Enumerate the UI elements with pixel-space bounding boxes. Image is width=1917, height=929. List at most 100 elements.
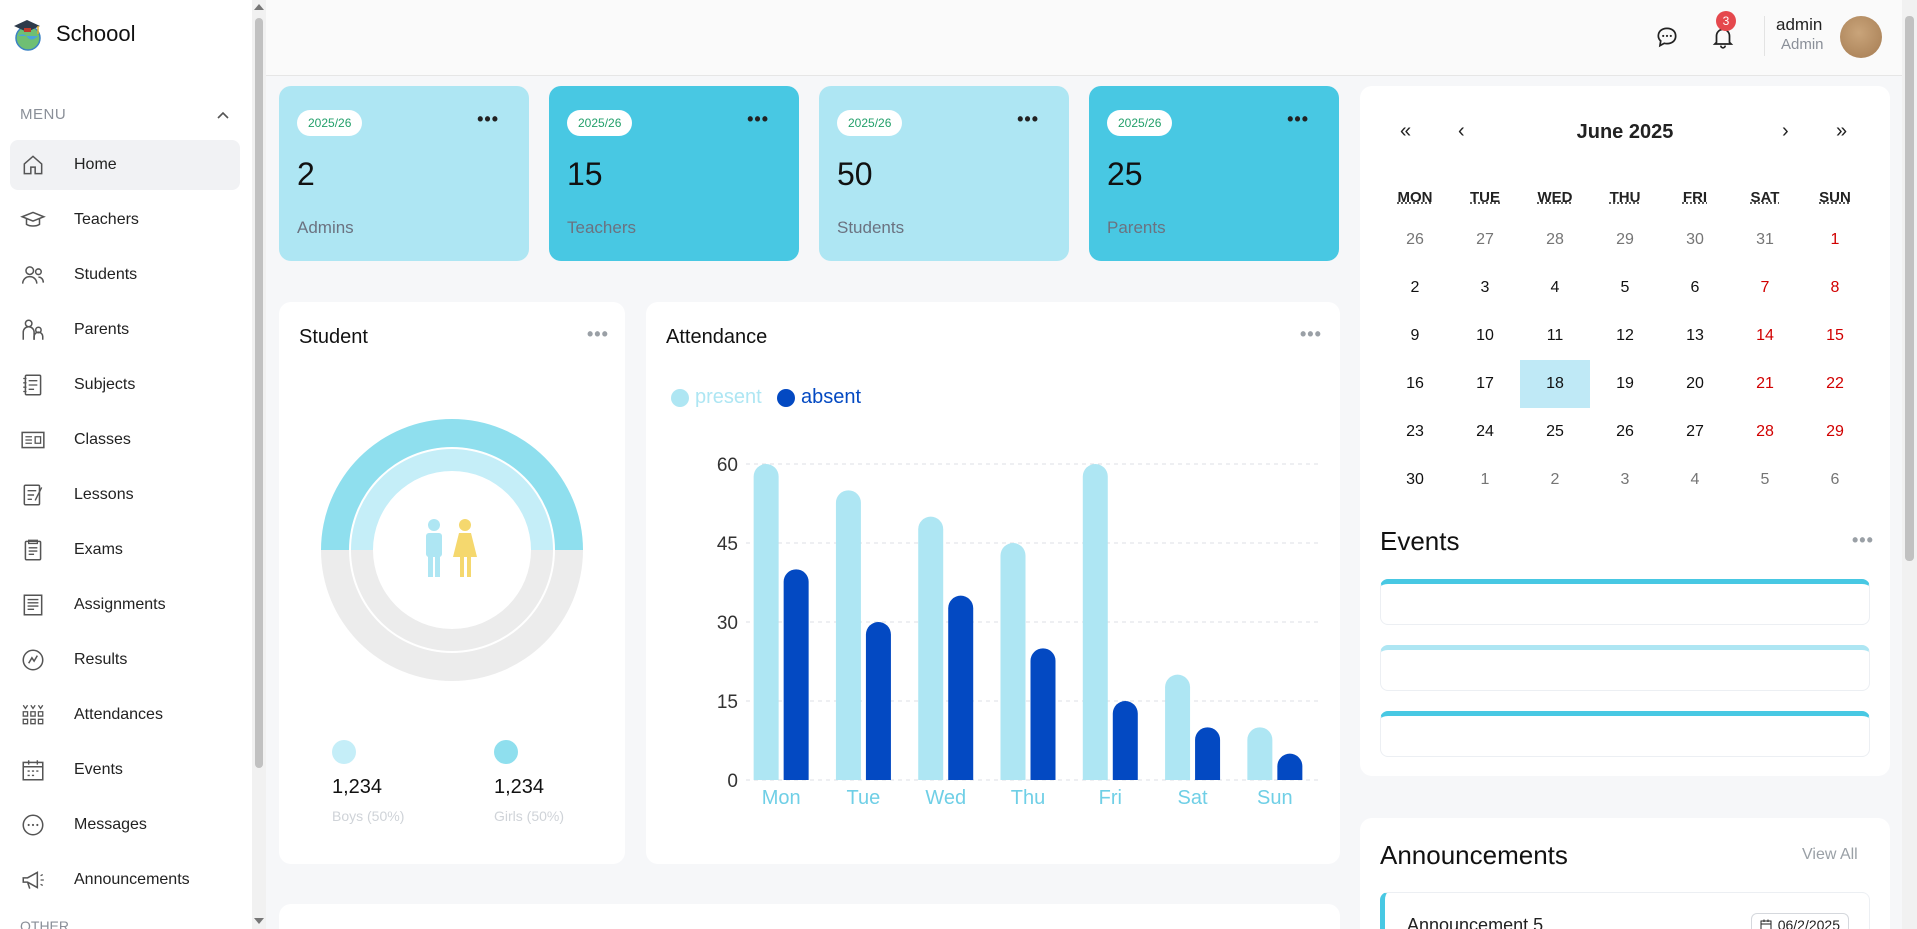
calendar-day[interactable]: 28 <box>1756 423 1774 440</box>
other-heading[interactable]: OTHER <box>20 918 69 929</box>
calendar-day[interactable]: 5 <box>1620 279 1630 296</box>
bar-present-thu[interactable] <box>1000 543 1026 780</box>
menu-section-header[interactable]: MENU <box>20 106 230 123</box>
calendar-day[interactable]: 6 <box>1830 471 1840 488</box>
main-scrollbar[interactable] <box>1902 0 1917 929</box>
bar-present-wed[interactable] <box>918 516 944 780</box>
sidebar-scrollbar[interactable] <box>252 0 266 929</box>
sidebar-item-lessons[interactable]: Lessons <box>10 470 240 520</box>
stat-card-parents[interactable]: 2025/26 ••• 25 Parents <box>1089 86 1339 261</box>
sidebar-scroll-thumb[interactable] <box>255 18 263 768</box>
calendar-day[interactable]: 28 <box>1546 231 1564 248</box>
sidebar-item-attendances[interactable]: Attendances <box>10 690 240 740</box>
calendar-day[interactable]: 26 <box>1406 231 1424 248</box>
legend-absent[interactable]: absent <box>777 386 861 409</box>
event-item[interactable] <box>1380 579 1870 625</box>
announcement-item[interactable]: Announcement 5 06/2/2025 <box>1380 892 1870 929</box>
calendar-day[interactable]: 1 <box>1480 471 1490 488</box>
calendar-day[interactable]: 31 <box>1756 231 1774 248</box>
bar-absent-mon[interactable] <box>783 569 809 780</box>
calendar-day[interactable]: 2 <box>1550 471 1560 488</box>
scroll-up-arrow-icon[interactable] <box>254 4 264 10</box>
view-all-link[interactable]: View All <box>1802 846 1858 863</box>
calendar-day[interactable]: 15 <box>1826 327 1844 344</box>
stat-card-admins[interactable]: 2025/26 ••• 2 Admins <box>279 86 529 261</box>
calendar-day[interactable]: 10 <box>1476 327 1494 344</box>
calendar-day[interactable]: 11 <box>1546 327 1564 344</box>
calendar-day[interactable]: 22 <box>1826 375 1844 392</box>
bar-present-tue[interactable] <box>835 490 861 780</box>
prev-month-button[interactable]: ‹ <box>1458 120 1465 142</box>
next-year-button[interactable]: » <box>1836 120 1848 142</box>
card-more-button[interactable]: ••• <box>1287 109 1309 129</box>
legend-present[interactable]: present <box>671 386 762 409</box>
sidebar-item-students[interactable]: Students <box>10 250 240 300</box>
card-more-button[interactable]: ••• <box>477 109 499 129</box>
bar-absent-sun[interactable] <box>1277 753 1303 780</box>
calendar-day[interactable]: 9 <box>1410 327 1420 344</box>
calendar-day[interactable]: 14 <box>1756 327 1774 344</box>
card-more-button[interactable]: ••• <box>747 109 769 129</box>
calendar-day[interactable]: 7 <box>1760 279 1770 296</box>
event-item[interactable] <box>1380 711 1870 757</box>
calendar-day[interactable]: 27 <box>1686 423 1704 440</box>
sidebar-item-classes[interactable]: Classes <box>10 415 240 465</box>
message-icon[interactable] <box>1654 24 1680 50</box>
calendar-day[interactable]: 17 <box>1476 375 1494 392</box>
bar-absent-thu[interactable] <box>1030 648 1056 780</box>
bar-absent-tue[interactable] <box>865 622 891 780</box>
calendar-day[interactable]: 13 <box>1686 327 1704 344</box>
bar-absent-wed[interactable] <box>948 595 974 780</box>
event-item[interactable] <box>1380 645 1870 691</box>
calendar-day[interactable]: 3 <box>1480 279 1490 296</box>
calendar-day[interactable]: 16 <box>1406 375 1424 392</box>
calendar-day[interactable]: 19 <box>1616 375 1634 392</box>
events-more-button[interactable]: ••• <box>1852 530 1874 550</box>
bar-present-sat[interactable] <box>1165 674 1191 780</box>
bar-present-mon[interactable] <box>753 464 779 780</box>
calendar-day[interactable]: 26 <box>1616 423 1634 440</box>
calendar-day-today[interactable]: 18 <box>1520 360 1590 408</box>
calendar-day[interactable]: 23 <box>1406 423 1424 440</box>
calendar-day[interactable]: 27 <box>1476 231 1494 248</box>
prev-year-button[interactable]: « <box>1400 120 1412 142</box>
main-scroll-thumb[interactable] <box>1905 16 1914 561</box>
calendar-day[interactable]: 8 <box>1830 279 1840 296</box>
avatar[interactable] <box>1840 16 1882 58</box>
attendance-more-button[interactable]: ••• <box>1300 324 1322 344</box>
sidebar-item-events[interactable]: Events <box>10 745 240 795</box>
calendar-day[interactable]: 1 <box>1830 231 1840 248</box>
scroll-down-arrow-icon[interactable] <box>254 918 264 924</box>
calendar-day[interactable]: 25 <box>1546 423 1564 440</box>
calendar-day[interactable]: 5 <box>1760 471 1770 488</box>
calendar-day[interactable]: 12 <box>1616 327 1634 344</box>
calendar-month-label[interactable]: June 2025 <box>1576 121 1674 143</box>
calendar-day[interactable]: 4 <box>1550 279 1560 296</box>
calendar-day[interactable]: 6 <box>1690 279 1700 296</box>
calendar-day[interactable]: 21 <box>1756 375 1774 392</box>
sidebar-item-announcements[interactable]: Announcements <box>10 855 240 905</box>
calendar-day[interactable]: 29 <box>1826 423 1844 440</box>
sidebar-item-subjects[interactable]: Subjects <box>10 360 240 410</box>
calendar-day[interactable]: 4 <box>1690 471 1700 488</box>
sidebar-item-exams[interactable]: Exams <box>10 525 240 575</box>
sidebar-item-messages[interactable]: Messages <box>10 800 240 850</box>
calendar-day[interactable]: 30 <box>1406 471 1424 488</box>
sidebar-item-teachers[interactable]: Teachers <box>10 195 240 245</box>
sidebar-item-home[interactable]: Home <box>10 140 240 190</box>
sidebar-item-results[interactable]: Results <box>10 635 240 685</box>
calendar-day[interactable]: 30 <box>1686 231 1704 248</box>
student-more-button[interactable]: ••• <box>587 324 609 344</box>
next-month-button[interactable]: › <box>1782 120 1789 142</box>
calendar-day[interactable]: 29 <box>1616 231 1634 248</box>
calendar-day[interactable]: 3 <box>1620 471 1630 488</box>
stat-card-students[interactable]: 2025/26 ••• 50 Students <box>819 86 1069 261</box>
bar-present-fri[interactable] <box>1082 464 1108 780</box>
bar-present-sun[interactable] <box>1247 727 1273 780</box>
calendar-day[interactable]: 2 <box>1410 279 1420 296</box>
calendar-day[interactable]: 20 <box>1686 375 1704 392</box>
card-more-button[interactable]: ••• <box>1017 109 1039 129</box>
calendar-day[interactable]: 24 <box>1476 423 1494 440</box>
bar-absent-sat[interactable] <box>1195 727 1221 780</box>
sidebar-item-assignments[interactable]: Assignments <box>10 580 240 630</box>
